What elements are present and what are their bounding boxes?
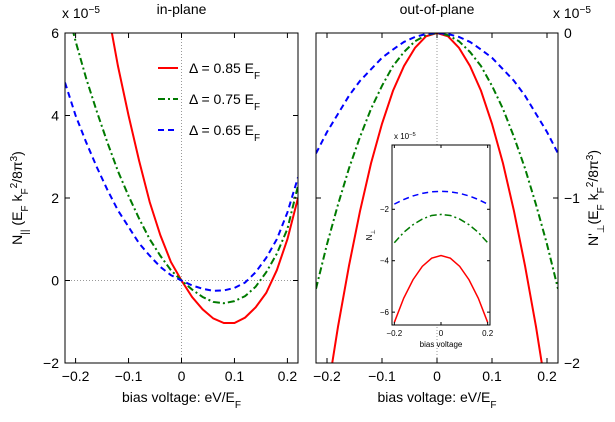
x-axis-label-part: F [235,400,241,411]
y-axis-label-part: ⊥ [370,230,377,235]
multiplier-exponent: −5 [579,5,591,16]
legend-label: Δ = 0.65 EF [189,122,260,144]
lines [393,190,489,323]
x-axis-label-part: bias voltage: eV/E [122,389,235,405]
legend-name-sub: F [254,102,260,113]
chart-title: out-of-plane [400,1,475,17]
multiplier-exponent: −5 [409,132,416,138]
x-axis-label: bias voltage [420,340,463,349]
y-axis-label: N|| (EF kF2/8π3) [9,151,31,245]
y-axis-label-part: || [20,229,31,234]
legend-name: Δ = 0.65 E [189,122,254,138]
legend: Δ = 0.85 EFΔ = 0.75 EFΔ = 0.65 EF [158,60,260,144]
series-line [316,33,558,289]
y-axis-label-part: (E [585,210,601,224]
y-axis-label-part: N' [585,233,601,246]
y-axis-label-part: /8π [9,161,25,183]
series-line [65,82,298,292]
legend-name-sub: F [254,133,260,144]
x-tick-label: 0.1 [482,368,502,384]
y-axis-label: N'⊥(EF kF2/8π3) [585,150,607,246]
y-axis-label-part: 3 [585,154,596,160]
x-tick-label: −0.2 [386,329,402,338]
legend-name: Δ = 0.85 E [189,60,254,76]
y-axis-label-part: F [20,205,31,211]
y-axis-label-part: 3 [9,155,20,161]
axis-multiplier: x 10−5 [394,132,416,141]
x-tick-label: 0 [439,329,444,338]
x-tick-label: −0.1 [115,368,143,384]
x-tick-label: 0.2 [482,329,494,338]
series-line [393,254,489,323]
y-tick-label: −4 [380,257,390,266]
multiplier-base: x 10 [62,5,89,21]
inset-background [392,145,490,325]
y-tick-label: −2 [564,355,580,371]
x-axis-label-part: bias voltage: eV/E [377,389,490,405]
x-tick-label: 0 [178,368,186,384]
series-line [393,213,489,244]
x-tick-label: 0.2 [537,368,557,384]
y-tick-label: −1 [564,190,580,206]
panel: −0.2 −0.1 0 0.1 0.2−2−10x 10−5out-of-planebi… [313,1,606,411]
y-axis-label-part: F [596,204,607,210]
y-axis-label-part: /8π [585,160,601,182]
y-tick-label: 4 [51,107,59,123]
axis-multiplier: x 10−5 [62,5,100,22]
y-axis-label-part: ) [9,151,25,156]
x-axis-label-part: F [490,400,496,411]
axis-multiplier: x 10−5 [553,5,591,22]
lines [65,33,298,324]
panel: −0.2 −0.1 0 0.1 0.2 −2 0 2 4 6x 10−5 in-plane bias … [9,1,299,411]
legend-name: Δ = 0.75 E [189,91,254,107]
x-tick-label: −0.2 [62,368,90,384]
x-tick-label: 0 [433,368,441,384]
y-axis-label-part: F [20,188,31,194]
y-tick-label: −6 [380,308,390,317]
multiplier-base: x 10 [553,5,580,21]
y-axis-label-part: F [596,187,607,193]
x-tick-label: 0.2 [278,368,298,384]
y-axis-label-part: ) [585,150,601,155]
x-axis-label: bias voltage: eV/EF [122,389,241,411]
y-axis-label-part: N [9,235,25,245]
x-tick-label: 0.1 [225,368,245,384]
series-line [393,190,489,205]
legend-label: Δ = 0.75 EF [189,91,260,113]
multiplier-exponent: −5 [88,5,100,16]
x-tick-label: −0.2 [313,368,341,384]
multiplier-base: x 10 [394,132,410,141]
x-tick-label: −0.1 [368,368,396,384]
y-axis-label-part: k [585,192,601,204]
lines [316,33,558,363]
legend-label: Δ = 0.85 EF [189,60,260,82]
y-axis-label-part: 2 [9,182,20,188]
x-axis-label: bias voltage: eV/EF [377,389,496,411]
y-axis-label-part: 2 [585,181,596,187]
x-axis-label-part: bias voltage [420,340,463,349]
y-tick-label: 2 [51,190,59,206]
chart-title: in-plane [157,1,207,17]
y-axis-label: N⊥ [365,230,377,241]
y-axis-label-part: k [9,194,25,206]
series-line [331,33,543,363]
y-axis-label-part: (E [9,212,25,230]
panel: −0.2 0 0.2 −6 −4 −2 x 10−5 bias voltage N⊥ [365,132,494,349]
legend-name-sub: F [254,71,260,82]
y-tick-label: 6 [51,25,59,41]
y-tick-label: 0 [51,272,59,288]
y-tick-label: −2 [43,355,59,371]
series-line [110,33,298,324]
y-tick-label: 0 [564,25,572,41]
y-axis-label-part: ⊥ [596,224,607,233]
y-tick-label: −2 [380,205,390,214]
y-axis-label-part: N [365,234,374,240]
